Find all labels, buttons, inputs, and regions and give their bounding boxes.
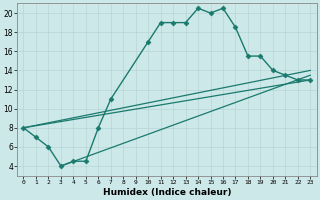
X-axis label: Humidex (Indice chaleur): Humidex (Indice chaleur) (103, 188, 231, 197)
